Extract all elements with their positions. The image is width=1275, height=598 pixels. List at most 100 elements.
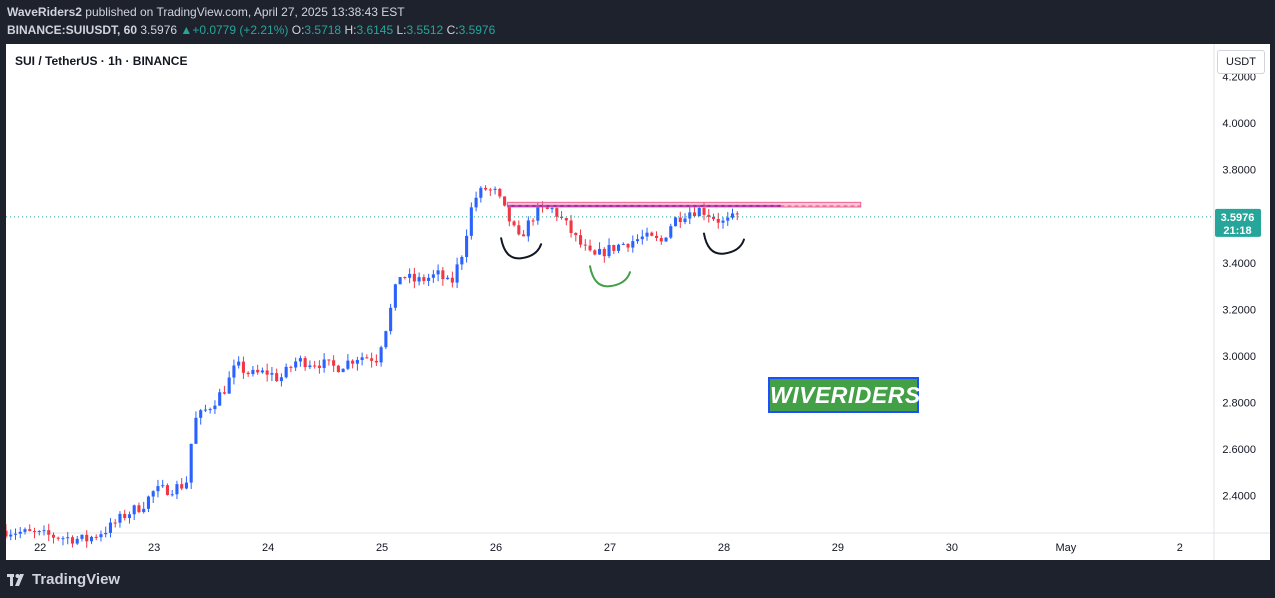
candle-body <box>730 213 735 218</box>
symbol-line: BINANCE:SUIUSDT, 60 <box>7 23 138 37</box>
y-tick-label: 2.4000 <box>1222 491 1256 503</box>
x-tick-label: 22 <box>34 542 46 554</box>
open-value: 3.5718 <box>304 23 342 37</box>
candle-body <box>66 537 70 539</box>
candle-body <box>123 513 127 519</box>
candle-body <box>716 219 720 223</box>
last-value: 3.5976 <box>140 23 178 37</box>
candle-body <box>336 365 340 373</box>
currency-unit-button[interactable]: USDT <box>1217 50 1265 74</box>
candle-body <box>721 220 725 223</box>
candle-body <box>180 484 184 489</box>
x-tick-label: 30 <box>946 542 958 554</box>
candle-body <box>151 491 155 497</box>
candle-body <box>89 536 94 542</box>
candle-body <box>517 225 521 235</box>
candle-body <box>270 373 274 375</box>
candle-body <box>645 232 649 237</box>
y-tick-label: 3.0000 <box>1222 351 1256 363</box>
x-tick-label: 24 <box>262 542 274 554</box>
candle-body <box>370 358 374 361</box>
candle-body <box>635 239 640 242</box>
candle-body <box>664 237 668 242</box>
candle-body <box>588 245 592 251</box>
candle-body <box>142 508 146 513</box>
candle-body <box>669 226 673 238</box>
candle-body <box>294 361 298 368</box>
candle-body <box>227 377 231 394</box>
candle-body <box>574 232 578 236</box>
candle-body <box>526 220 530 237</box>
low-value: 3.5512 <box>406 23 444 37</box>
candle-body <box>351 360 355 364</box>
candle-body <box>446 277 450 280</box>
candle-body <box>398 277 402 285</box>
candle-body <box>241 361 245 373</box>
candle-body <box>18 531 22 534</box>
candle-body <box>602 248 606 257</box>
candle-body <box>170 494 174 496</box>
candle-body <box>474 197 478 208</box>
candle-body <box>13 533 18 535</box>
candlestick-chart[interactable]: 4.20004.00003.80003.60003.40003.20003.00… <box>6 44 1270 560</box>
pattern-arc <box>702 232 745 255</box>
candle-body <box>308 365 312 368</box>
candle-body <box>593 250 597 255</box>
close-label: C: <box>446 23 459 37</box>
candle-body <box>9 534 13 537</box>
candle-body <box>32 531 37 533</box>
x-tick-label: 28 <box>718 542 730 554</box>
candle-body <box>28 529 32 532</box>
candle-body <box>460 256 464 265</box>
candle-body <box>360 357 364 360</box>
tradingview-icon <box>7 573 24 586</box>
candle-body <box>99 534 103 538</box>
y-tick-label: 3.8000 <box>1222 165 1256 177</box>
candle-body <box>503 196 507 206</box>
candle-body <box>507 205 511 222</box>
candle-body <box>80 534 84 539</box>
candle-body <box>37 530 41 532</box>
candle-body <box>673 217 678 227</box>
candle-body <box>237 361 241 366</box>
candle-body <box>579 235 583 245</box>
candle-body <box>94 536 98 538</box>
candle-body <box>659 237 663 242</box>
pattern-arc <box>500 237 543 260</box>
candle-body <box>564 218 568 221</box>
publisher-name[interactable]: WaveRiders2 <box>7 5 82 19</box>
candle-body <box>222 392 226 394</box>
candle-body <box>113 522 117 524</box>
wiveriders-watermark: WIVERIDERS <box>768 377 920 413</box>
candle-body <box>203 409 207 411</box>
candle-body <box>146 496 150 509</box>
candle-body <box>555 208 559 217</box>
candle-body <box>137 505 141 513</box>
candle-body <box>560 216 564 219</box>
candle-body <box>213 405 217 410</box>
y-tick-label: 3.2000 <box>1222 304 1256 316</box>
chart-frame[interactable]: 4.20004.00003.80003.60003.40003.20003.00… <box>6 44 1270 560</box>
candle-body <box>42 530 46 532</box>
tradingview-logo[interactable]: TradingView <box>7 571 120 588</box>
candle-body <box>184 482 188 489</box>
candle-body <box>702 207 706 215</box>
candle-body <box>569 220 573 233</box>
y-tick-label: 4.2000 <box>1222 72 1256 84</box>
candle-body <box>583 244 587 246</box>
candle-body <box>175 484 179 495</box>
candle-body <box>118 513 122 523</box>
candle-body <box>51 534 56 538</box>
candle-body <box>488 189 492 191</box>
ohlc-line: BINANCE:SUIUSDT, 60 3.5976 ▲+0.0779 (+2.… <box>7 23 495 37</box>
candle-body <box>626 243 630 248</box>
candle-body <box>346 360 350 369</box>
candle-body <box>332 360 336 366</box>
candle-body <box>108 522 113 533</box>
brand-text: TradingView <box>32 571 121 588</box>
candle-body <box>536 206 540 221</box>
candle-body <box>275 373 279 382</box>
x-tick-label: 29 <box>832 542 844 554</box>
candle-body <box>431 274 435 278</box>
published-text: published on TradingView.com, April 27, … <box>85 5 405 19</box>
